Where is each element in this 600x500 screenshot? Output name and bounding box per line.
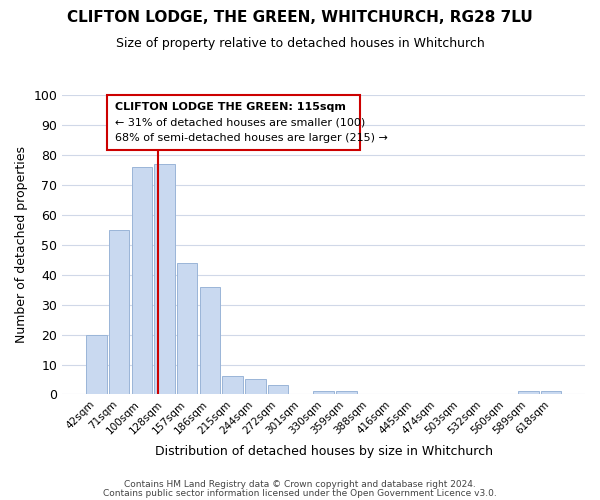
Bar — [154, 164, 175, 394]
Text: CLIFTON LODGE THE GREEN: 115sqm: CLIFTON LODGE THE GREEN: 115sqm — [115, 102, 346, 112]
FancyBboxPatch shape — [107, 95, 360, 150]
Bar — [518, 392, 539, 394]
Bar — [223, 376, 243, 394]
Bar — [313, 392, 334, 394]
Bar — [200, 286, 220, 395]
X-axis label: Distribution of detached houses by size in Whitchurch: Distribution of detached houses by size … — [155, 444, 493, 458]
Bar — [109, 230, 129, 394]
Bar — [177, 262, 197, 394]
Bar — [86, 334, 107, 394]
Text: CLIFTON LODGE, THE GREEN, WHITCHURCH, RG28 7LU: CLIFTON LODGE, THE GREEN, WHITCHURCH, RG… — [67, 10, 533, 25]
Bar — [336, 392, 356, 394]
Text: ← 31% of detached houses are smaller (100): ← 31% of detached houses are smaller (10… — [115, 118, 365, 128]
Bar — [245, 380, 266, 394]
Bar — [268, 386, 289, 394]
Text: Contains HM Land Registry data © Crown copyright and database right 2024.: Contains HM Land Registry data © Crown c… — [124, 480, 476, 489]
Bar — [131, 167, 152, 394]
Bar — [541, 392, 561, 394]
Text: 68% of semi-detached houses are larger (215) →: 68% of semi-detached houses are larger (… — [115, 134, 388, 143]
Y-axis label: Number of detached properties: Number of detached properties — [15, 146, 28, 343]
Text: Contains public sector information licensed under the Open Government Licence v3: Contains public sector information licen… — [103, 488, 497, 498]
Text: Size of property relative to detached houses in Whitchurch: Size of property relative to detached ho… — [116, 38, 484, 51]
